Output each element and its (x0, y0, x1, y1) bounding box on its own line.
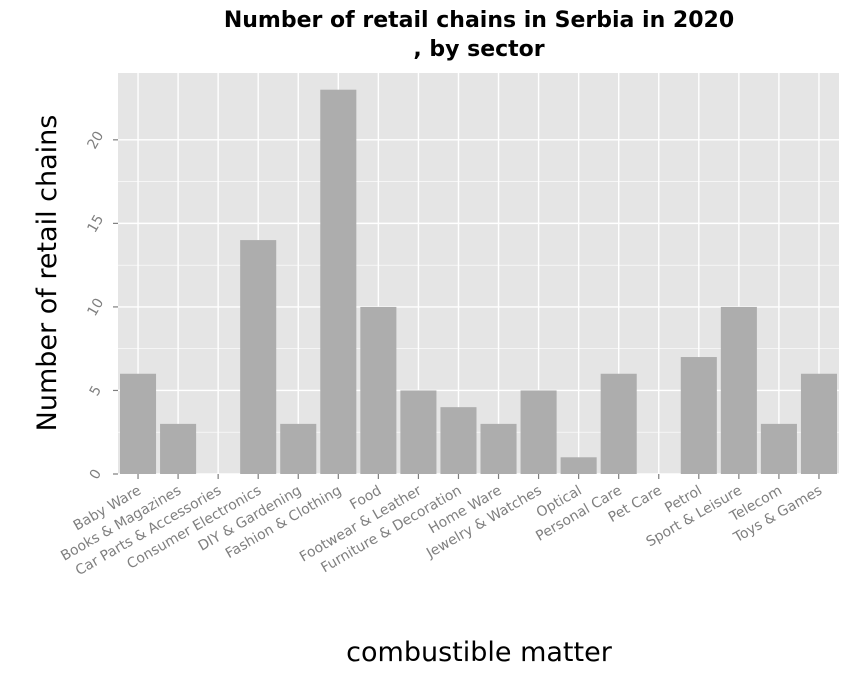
bar-12 (600, 373, 637, 474)
grid-minor (118, 181, 839, 433)
bar-1 (160, 423, 197, 474)
bar-9 (480, 423, 517, 474)
bars (120, 89, 837, 474)
bar-0 (120, 373, 157, 474)
y-axis-ticks: 0 5 10 15 20 (84, 129, 118, 483)
bar-6 (360, 306, 397, 474)
y-tick-label: 5 (87, 383, 105, 399)
y-tick-label: 15 (84, 212, 107, 235)
x-axis-label: combustible matter (346, 637, 613, 668)
y-tick-label: 10 (84, 296, 107, 319)
chart-title-line2: , by sector (413, 37, 545, 62)
bar-11 (560, 457, 597, 474)
chart-title: Number of retail chains in Serbia in 202… (0, 6, 848, 64)
y-axis-label: Number of retail chains (32, 115, 63, 432)
bar-17 (800, 373, 837, 474)
bar-7 (400, 390, 437, 474)
chart-title-line1: Number of retail chains in Serbia in 202… (223, 8, 735, 33)
bar-4 (280, 423, 317, 474)
bar-15 (720, 306, 757, 474)
bar-8 (440, 407, 477, 474)
bar-3 (240, 240, 277, 474)
y-tick-label: 20 (84, 129, 107, 152)
y-tick-label: 0 (87, 467, 105, 483)
bar-5 (320, 89, 357, 474)
bar-16 (760, 423, 797, 474)
bar-10 (520, 390, 557, 474)
bar-14 (680, 357, 717, 474)
